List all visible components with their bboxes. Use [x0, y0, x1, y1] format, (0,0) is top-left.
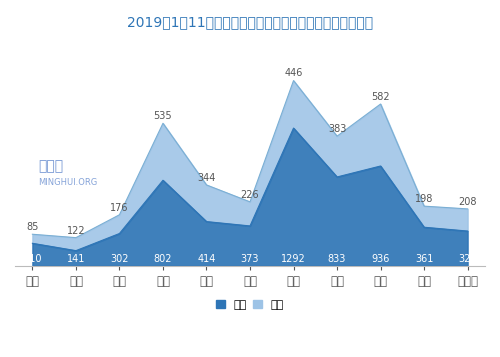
Text: 802: 802 [154, 254, 172, 264]
Text: 325: 325 [458, 254, 477, 264]
Text: 明慧網: 明慧網 [38, 159, 64, 173]
Text: 361: 361 [415, 254, 434, 264]
Text: 198: 198 [415, 194, 434, 204]
Text: 210: 210 [23, 254, 42, 264]
Text: 535: 535 [154, 111, 172, 121]
Text: 833: 833 [328, 254, 346, 264]
Text: 373: 373 [241, 254, 259, 264]
Text: 302: 302 [110, 254, 128, 264]
Text: 85: 85 [26, 222, 38, 232]
Text: 141: 141 [66, 254, 85, 264]
Text: 582: 582 [371, 92, 390, 102]
Text: 414: 414 [198, 254, 216, 264]
Text: MINGHUI.ORG: MINGHUI.ORG [38, 178, 98, 187]
Text: 122: 122 [66, 226, 85, 236]
Legend: 绑架, 骚扰: 绑架, 骚扰 [216, 300, 284, 310]
Text: 446: 446 [284, 69, 302, 79]
Text: 936: 936 [372, 254, 390, 264]
Text: 383: 383 [328, 124, 346, 134]
Text: 208: 208 [458, 197, 477, 207]
Text: 344: 344 [198, 173, 216, 183]
Title: 2019年1～11月大陆法轮功学员遇绑架、骚扰迫害人数统计: 2019年1～11月大陆法轮功学员遇绑架、骚扰迫害人数统计 [127, 15, 373, 29]
Text: 1292: 1292 [281, 254, 306, 264]
Text: 226: 226 [240, 190, 260, 200]
Text: 176: 176 [110, 203, 128, 213]
